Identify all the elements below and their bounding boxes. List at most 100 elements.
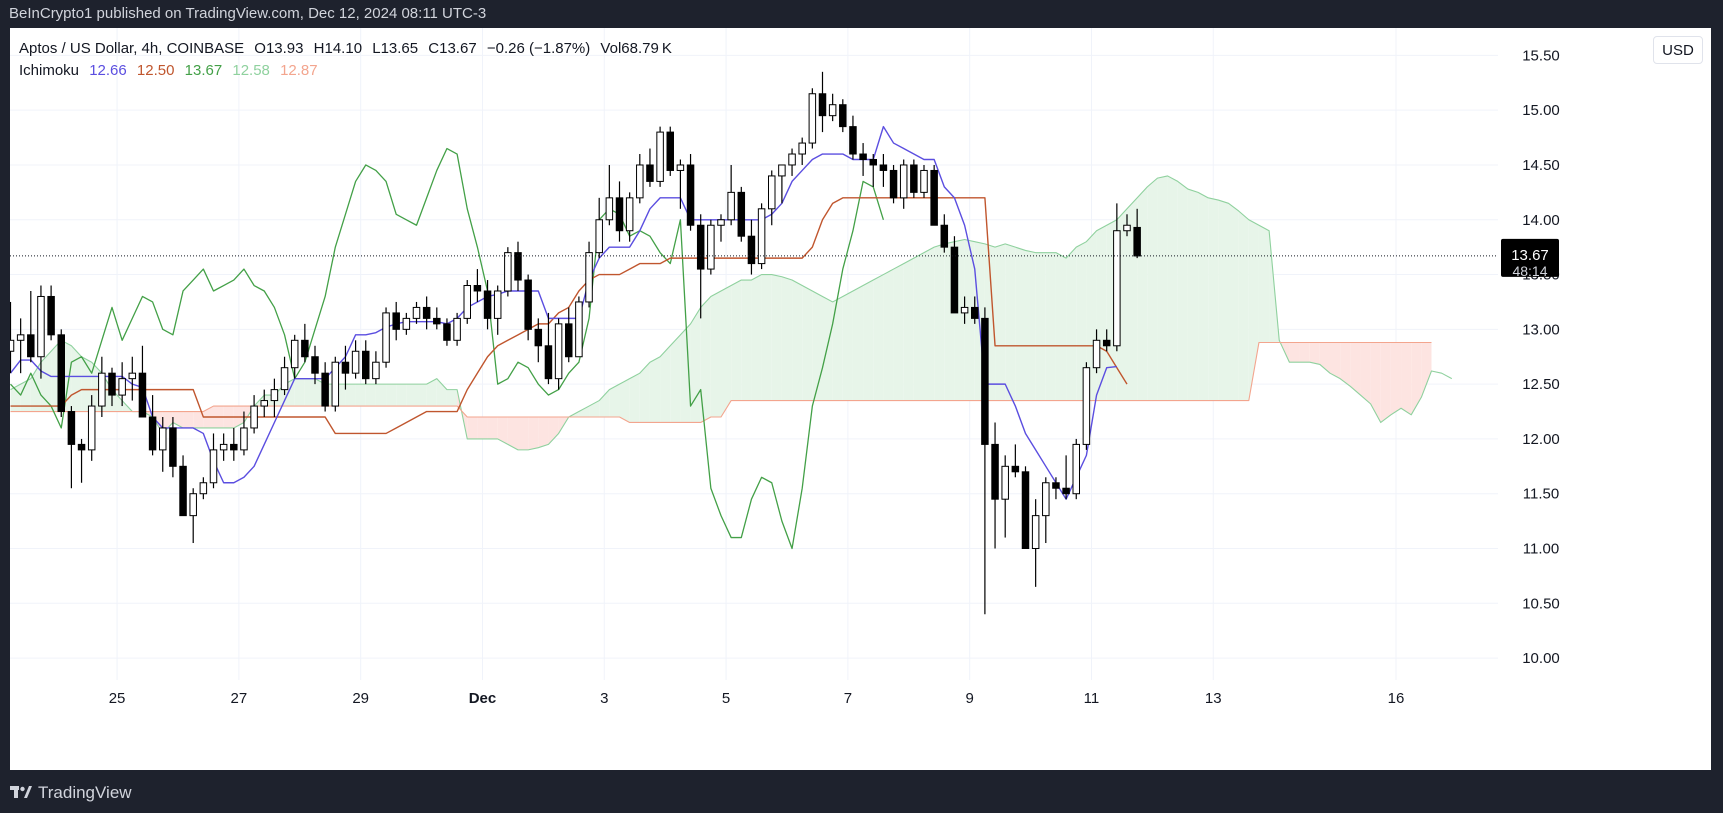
candle-body [595,219,603,254]
candle-body [930,169,938,226]
cloud-segment [528,417,539,450]
symbol-label[interactable]: Aptos / US Dollar, 4h, COINBASE [19,40,245,57]
cloud-segment [721,285,732,418]
cloud-segment [771,274,782,401]
cloud-segment [1289,342,1300,363]
cloud-segment [497,417,508,445]
price-tag-value: 13.67 [1511,247,1549,264]
close-value: 13.67 [439,40,477,57]
cloud-segment [1157,175,1168,401]
cloud-segment [578,406,590,418]
cloud-segment [467,417,478,439]
cloud-segment [761,274,772,401]
cloud-segment [386,384,397,407]
cloud-segment [1218,200,1229,401]
candle-body [788,153,796,166]
chart-panel[interactable]: 10.0010.5011.0011.5012.0012.5013.0013.50… [10,28,1711,770]
candle-body [98,372,106,407]
candle-body [169,427,177,467]
tradingview-logo-text: TradingView [38,783,132,802]
base-line-value: 12.50 [136,62,175,79]
cloud-segment [1076,241,1087,401]
y-tick-label: 13.00 [1522,321,1560,338]
cloud-segment [81,356,92,412]
cloud-segment [1299,342,1310,363]
candle-body [87,405,96,451]
cloud-segment [710,290,721,418]
cloud-segment [365,384,376,407]
conversion-line [10,125,1117,500]
candle-body [676,164,685,171]
vol-label: Vol [600,40,622,57]
candle-body [189,493,197,517]
candle-body [412,306,421,319]
candle-body [524,279,532,330]
cloud-segment [193,411,204,428]
chart-legend: Aptos / US Dollar, 4h, COINBASE O13.93 H… [19,38,672,82]
x-tick-label: 7 [844,690,852,707]
cloud-segment [883,269,894,401]
cloud-segment [690,307,701,423]
candle-body [453,317,461,341]
currency-button[interactable]: USD [1653,36,1703,64]
candle-body [605,197,614,221]
candle-body [778,164,786,177]
candle-body [392,312,400,330]
cloud-segment [832,296,843,401]
y-tick-label: 10.50 [1522,595,1560,612]
cloud-segment [518,417,529,450]
candle-body [1072,443,1080,495]
candle-body [818,93,827,117]
candle-body [240,427,248,451]
candle-body [514,252,522,281]
tradingview-logo-icon [10,786,32,798]
candle-body [199,482,208,495]
candle-body [27,334,35,358]
cloud-segment [538,417,549,448]
candle-body [666,131,674,171]
y-tick-label: 14.50 [1522,157,1560,174]
candle-body [37,295,45,358]
price-chart[interactable]: 10.0010.5011.0011.5012.0012.5013.0013.50… [10,28,1711,770]
candle-body [280,367,289,391]
x-tick-label: 29 [352,690,369,707]
candle-body [554,323,563,380]
candle-body [433,317,441,325]
cloud-segment [660,345,671,423]
candle-body [10,339,15,352]
y-tick-label: 10.00 [1522,650,1560,667]
cloud-segment [1228,203,1239,401]
y-tick-label: 15.50 [1522,47,1560,64]
candle-body [422,306,431,319]
candle-body [463,285,471,319]
cloud-segment [355,384,366,407]
candle-body [128,372,137,380]
candle-body [839,104,847,128]
candle-body [1001,465,1009,500]
indicator-row: Ichimoku 12.66 12.50 13.67 12.58 12.87 [19,60,672,82]
indicator-name[interactable]: Ichimoku [19,62,80,79]
candle-body [138,372,147,418]
candle-body [707,224,715,270]
cloud-segment [649,356,661,423]
candle-body [77,443,86,451]
candle-body [696,224,705,270]
cloud-segment [802,285,813,401]
cloud-segment [1167,175,1178,401]
x-tick-label: 11 [1084,690,1100,707]
candle-body [67,411,76,445]
cloud-segment [416,384,427,407]
tradingview-logo[interactable]: TradingView [10,783,132,803]
candle-body [1082,367,1091,445]
conversion-line-value: 12.66 [89,62,127,79]
candle-body [940,224,949,248]
candle-body [1133,226,1141,257]
candle-body [159,427,167,451]
cloud-segment [183,411,194,428]
cloud-segment [1258,225,1270,343]
cloud-segment [436,378,447,407]
cloud-segment [1421,342,1432,398]
cloud-segment [477,417,488,439]
cloud-segment [1340,342,1351,387]
cloud-segment [1380,342,1391,423]
